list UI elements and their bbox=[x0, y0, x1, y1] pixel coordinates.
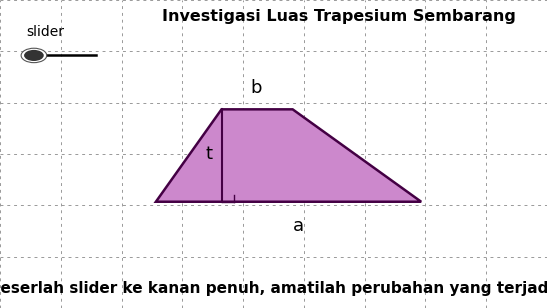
Text: Geserlah slider ke kanan penuh, amatilah perubahan yang terjadi.: Geserlah slider ke kanan penuh, amatilah… bbox=[0, 281, 547, 296]
Text: slider: slider bbox=[26, 25, 64, 38]
Polygon shape bbox=[156, 109, 421, 202]
Text: a: a bbox=[293, 217, 304, 235]
Text: t: t bbox=[206, 145, 212, 163]
Circle shape bbox=[24, 50, 44, 61]
Circle shape bbox=[21, 48, 46, 63]
Text: b: b bbox=[250, 79, 262, 97]
Text: Investigasi Luas Trapesium Sembarang: Investigasi Luas Trapesium Sembarang bbox=[162, 9, 516, 24]
